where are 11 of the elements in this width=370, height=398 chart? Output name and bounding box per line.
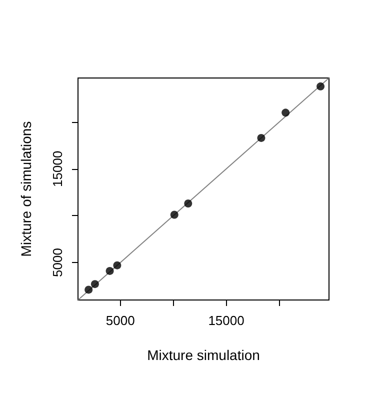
point: [257, 134, 266, 142]
point: [170, 210, 178, 219]
point: [282, 108, 290, 117]
y-axis-title: Mixture of simulations: [18, 121, 34, 257]
point: [184, 200, 192, 208]
point: [90, 280, 99, 288]
point: [84, 286, 93, 294]
point: [113, 261, 122, 270]
point: [316, 82, 325, 90]
point: [106, 266, 114, 275]
x-axis-title: Mixture simulation: [147, 347, 260, 363]
